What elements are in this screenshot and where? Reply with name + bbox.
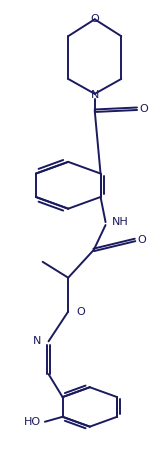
Text: O: O — [76, 306, 85, 316]
Text: NH: NH — [112, 217, 128, 227]
Text: N: N — [91, 90, 99, 100]
Text: O: O — [140, 104, 148, 114]
Text: O: O — [90, 14, 99, 24]
Text: HO: HO — [24, 417, 41, 427]
Text: O: O — [138, 235, 146, 245]
Text: N: N — [33, 336, 42, 346]
